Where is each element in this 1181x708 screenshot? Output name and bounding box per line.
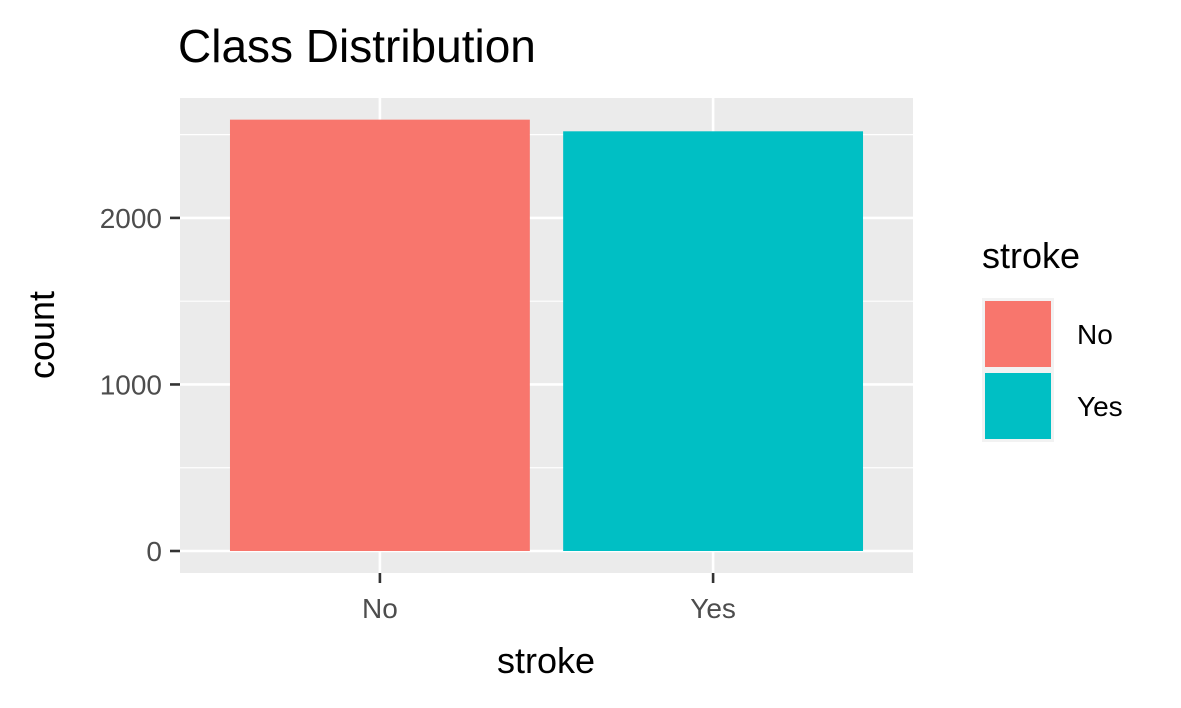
y-axis-title: count <box>21 291 62 379</box>
legend-key-no <box>985 301 1051 367</box>
legend-title: stroke <box>982 235 1080 276</box>
bar-no <box>229 119 530 552</box>
x-tick-label: No <box>362 593 398 624</box>
chart-title: Class Distribution <box>178 20 536 72</box>
legend-keys: No Yes <box>982 298 1123 442</box>
legend-label: Yes <box>1077 391 1123 422</box>
y-tick-label: 0 <box>146 536 162 567</box>
bars <box>229 119 864 552</box>
legend: stroke No Yes <box>982 235 1123 442</box>
y-tick-label: 2000 <box>100 203 162 234</box>
legend-label: No <box>1077 319 1113 350</box>
y-tick-label: 1000 <box>100 369 162 400</box>
x-tick-label: Yes <box>690 593 736 624</box>
y-axis: 0 1000 2000 <box>100 203 180 567</box>
x-axis-title: stroke <box>497 640 595 681</box>
legend-key-yes <box>985 373 1051 439</box>
x-axis: No Yes <box>362 573 736 624</box>
bar-yes <box>563 131 864 551</box>
